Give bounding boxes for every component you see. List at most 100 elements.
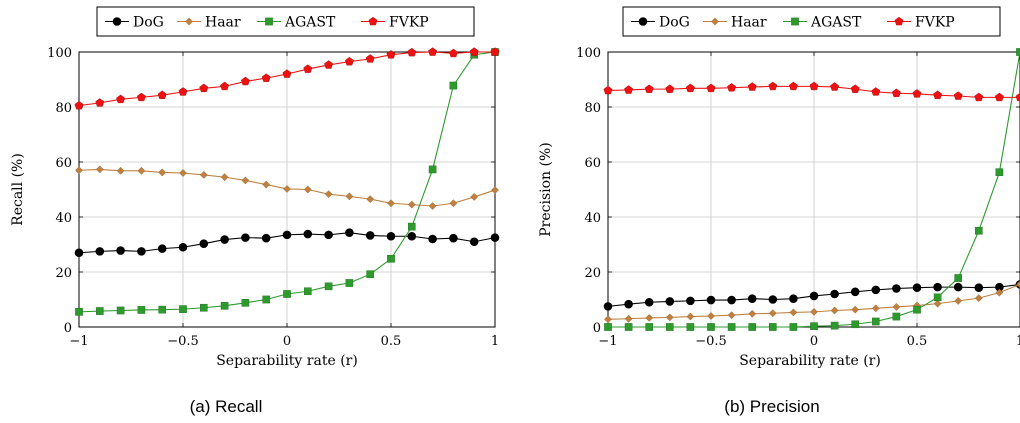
x-tick-label: 0.5: [381, 334, 402, 349]
y-ticks: 0 20 40 60 80 100: [576, 46, 1020, 336]
data-point-dog: [345, 228, 354, 237]
data-point-dog: [116, 246, 125, 255]
data-point-haar: [665, 313, 674, 322]
data-point-haar: [324, 190, 333, 199]
data-point-haar: [75, 166, 83, 175]
data-point-fvkp: [768, 81, 778, 91]
data-point-agast: [158, 305, 167, 314]
data-point-agast: [913, 305, 921, 314]
data-point-dog: [665, 297, 675, 306]
x-tick-label: 0: [810, 334, 818, 349]
y-tick-label: 40: [55, 211, 72, 226]
x-tick-label: 0.5: [907, 334, 928, 349]
y-tick-label: 80: [55, 101, 72, 116]
data-point-agast: [769, 323, 777, 331]
data-point-agast: [179, 305, 187, 313]
chart-recall: −1 −0.5 0 0.5 1 0 20 40 60 80 100 Separability rate…: [10, 6, 500, 416]
data-point-fvkp: [324, 60, 334, 69]
data-point-dog: [469, 237, 479, 247]
data-point-haar: [686, 312, 695, 321]
data-point-fvkp: [136, 92, 146, 102]
data-point-dog: [74, 248, 84, 258]
legend-label: DoG: [133, 15, 164, 31]
data-point-haar: [428, 202, 437, 210]
data-point-fvkp: [603, 85, 613, 95]
data-point-dog: [261, 233, 271, 243]
x-axis-label: Separability rate (r): [216, 353, 358, 369]
data-point-haar: [604, 315, 612, 324]
data-point-fvkp: [220, 81, 230, 91]
data-point-dog: [747, 294, 757, 303]
legend-marker: [791, 17, 799, 26]
x-tick-label: 1: [491, 334, 499, 349]
y-tick-label: 60: [584, 156, 601, 171]
legend-marker: [185, 17, 193, 26]
data-point-fvkp: [261, 73, 271, 82]
series-haar: [75, 165, 499, 210]
data-point-haar: [974, 294, 983, 303]
data-point-agast: [995, 168, 1004, 176]
data-point-dog: [871, 285, 881, 295]
data-point-dog: [137, 247, 146, 256]
data-point-haar: [707, 312, 715, 320]
legend-label: FVKP: [389, 15, 429, 31]
data-point-agast: [748, 323, 756, 331]
series-fvkp: [603, 81, 1020, 102]
legend-label: DoG: [659, 15, 690, 31]
legend-entry-fvkp: FVKP: [361, 15, 429, 31]
data-point-haar: [262, 180, 271, 189]
data-point-haar: [407, 200, 416, 209]
data-point-haar: [366, 195, 375, 204]
y-tick-label: 0: [64, 321, 72, 336]
data-point-agast: [137, 306, 146, 314]
data-point-agast: [345, 279, 354, 287]
legend-entry-dog: DoG: [105, 15, 164, 31]
data-point-agast: [810, 322, 818, 330]
data-point-fvkp: [469, 47, 479, 56]
data-point-agast: [449, 81, 458, 90]
data-point-fvkp: [933, 90, 943, 99]
y-tick-label: 20: [584, 266, 601, 281]
data-point-agast: [624, 323, 633, 331]
data-point-haar: [871, 304, 880, 313]
data-point-dog: [974, 283, 984, 292]
data-point-fvkp: [665, 84, 675, 93]
data-point-haar: [810, 307, 818, 316]
data-point-haar: [954, 296, 963, 305]
legend-marker: [368, 16, 378, 26]
data-point-fvkp: [157, 90, 167, 99]
data-point-agast: [933, 293, 942, 302]
data-point-haar: [933, 299, 942, 308]
data-point-dog: [449, 233, 458, 243]
legend-marker: [711, 17, 719, 26]
data-point-fvkp: [809, 81, 819, 91]
data-point-dog: [933, 282, 942, 292]
data-point-fvkp: [1015, 92, 1020, 102]
data-point-agast: [428, 165, 437, 174]
data-point-haar: [491, 186, 499, 194]
data-point-agast: [199, 303, 208, 312]
y-tick-label: 20: [55, 266, 72, 281]
data-point-agast: [116, 306, 125, 315]
x-ticks: −1 −0.5 0 0.5 1: [598, 52, 1020, 349]
data-point-haar: [789, 308, 798, 317]
data-point-haar: [645, 314, 654, 322]
data-point-haar: [851, 305, 860, 314]
series-layer: [74, 47, 500, 316]
legend-label: FVKP: [915, 15, 955, 31]
chart-precision: −1 −0.5 0 0.5 1 0 20 40 60 80 100 Separability rate…: [538, 6, 1020, 416]
data-point-fvkp: [706, 83, 716, 93]
legend-marker: [265, 17, 273, 26]
legend: DoG Haar AGAST FVKP: [622, 6, 1001, 37]
series-haar: [604, 280, 1020, 324]
legend-label: Haar: [731, 15, 767, 31]
data-point-dog: [220, 235, 229, 244]
y-axis-label: Recall (%): [10, 153, 26, 226]
data-point-fvkp: [74, 100, 84, 110]
data-point-dog: [178, 242, 188, 252]
data-point-dog: [789, 294, 798, 303]
data-point-fvkp: [240, 76, 250, 86]
x-tick-label: −0.5: [167, 334, 199, 349]
data-point-dog: [686, 296, 695, 306]
